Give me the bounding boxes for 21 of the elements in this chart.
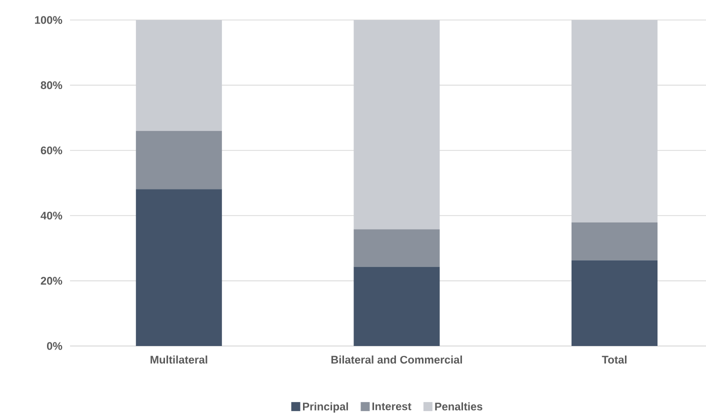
bar — [136, 130, 222, 190]
legend-label: Penalties — [435, 402, 482, 410]
y-tick-label: 100% — [35, 16, 62, 24]
bar — [354, 229, 440, 267]
bar — [572, 222, 658, 260]
bar — [136, 189, 222, 346]
x-tick-label: Bilateral and Commercial — [331, 356, 462, 364]
legend-label: Interest — [372, 402, 412, 410]
y-tick-label: 40% — [40, 212, 62, 220]
bar — [354, 20, 440, 230]
x-tick-label: Multilateral — [150, 356, 208, 364]
legend-label: Principal — [302, 402, 348, 413]
x-tick-label: Total — [602, 356, 626, 364]
bar — [572, 260, 658, 346]
bar — [572, 20, 658, 222]
y-tick-label: 20% — [40, 276, 62, 285]
y-tick-label: 80% — [40, 81, 62, 90]
y-tick-label: 0% — [47, 342, 62, 350]
bar — [354, 266, 440, 346]
y-tick-label: 60% — [40, 146, 62, 154]
bar — [136, 20, 222, 131]
